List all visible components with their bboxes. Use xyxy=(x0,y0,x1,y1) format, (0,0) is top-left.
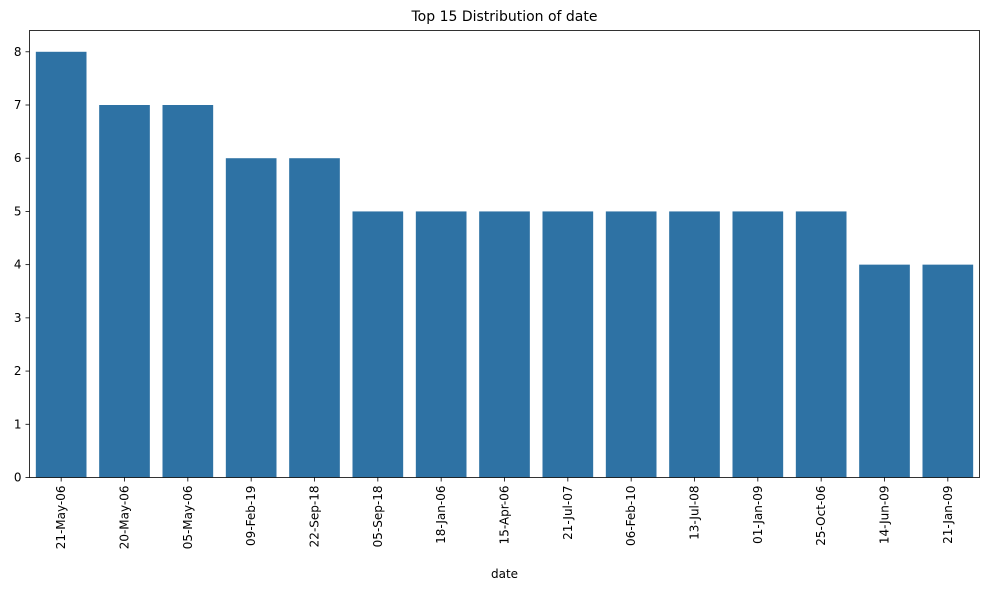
x-tick-label: 21-May-06 xyxy=(54,486,68,550)
bar-20-May-06 xyxy=(99,105,150,478)
bar-21-May-06 xyxy=(35,51,87,478)
x-tick-label: 05-Sep-18 xyxy=(371,486,385,548)
y-tick-label: 3 xyxy=(14,311,22,325)
y-tick-label: 4 xyxy=(14,258,22,272)
x-tick-label: 13-Jul-08 xyxy=(688,486,702,540)
bar-05-Sep-18 xyxy=(352,211,404,478)
plot-frame xyxy=(29,30,980,478)
x-tick-label: 25-Oct-06 xyxy=(814,486,828,546)
x-tick-label: 14-Jun-09 xyxy=(878,486,892,545)
bar-21-Jan-09 xyxy=(922,264,974,478)
x-tick-label: 21-Jan-09 xyxy=(941,486,955,544)
chart-title: Top 15 Distribution of date xyxy=(411,9,598,25)
x-tick-label: 21-Jul-07 xyxy=(561,486,575,540)
x-tick-label: 09-Feb-19 xyxy=(244,486,258,546)
x-tick-label: 15-Apr-06 xyxy=(498,486,512,545)
y-tick-label: 6 xyxy=(14,151,22,165)
x-tick-label: 18-Jan-06 xyxy=(434,486,448,544)
y-tick-label: 7 xyxy=(14,98,22,112)
y-tick-label: 0 xyxy=(14,471,22,485)
bar-01-Jan-09 xyxy=(732,211,784,478)
y-axis: 0 1 2 3 4 5 6 7 8 xyxy=(14,45,30,485)
x-axis: 21-May-06 20-May-06 05-May-06 09-Feb-19 22-S… xyxy=(54,477,955,550)
y-tick-label: 2 xyxy=(14,364,22,378)
bar-15-Apr-06 xyxy=(479,211,530,478)
x-tick-label: 06-Feb-10 xyxy=(624,486,638,546)
bar-25-Oct-06 xyxy=(795,211,847,478)
bar-06-Feb-10 xyxy=(605,211,657,478)
y-tick-label: 8 xyxy=(14,45,22,59)
x-axis-label: date xyxy=(491,567,518,581)
y-tick-label: 5 xyxy=(14,204,22,218)
bar-22-Sep-18 xyxy=(289,158,340,478)
bar-09-Feb-19 xyxy=(225,158,277,478)
bar-14-Jun-09 xyxy=(859,264,910,478)
bars-group xyxy=(35,51,974,478)
x-tick-label: 01-Jan-09 xyxy=(751,486,765,544)
x-tick-label: 20-May-06 xyxy=(118,486,132,550)
y-tick-label: 1 xyxy=(14,417,22,431)
bar-21-Jul-07 xyxy=(542,211,594,478)
bar-05-May-06 xyxy=(162,105,214,478)
bar-13-Jul-08 xyxy=(669,211,720,478)
bar-18-Jan-06 xyxy=(415,211,467,478)
x-tick-label: 22-Sep-18 xyxy=(308,486,322,548)
x-tick-label: 05-May-06 xyxy=(181,486,195,550)
